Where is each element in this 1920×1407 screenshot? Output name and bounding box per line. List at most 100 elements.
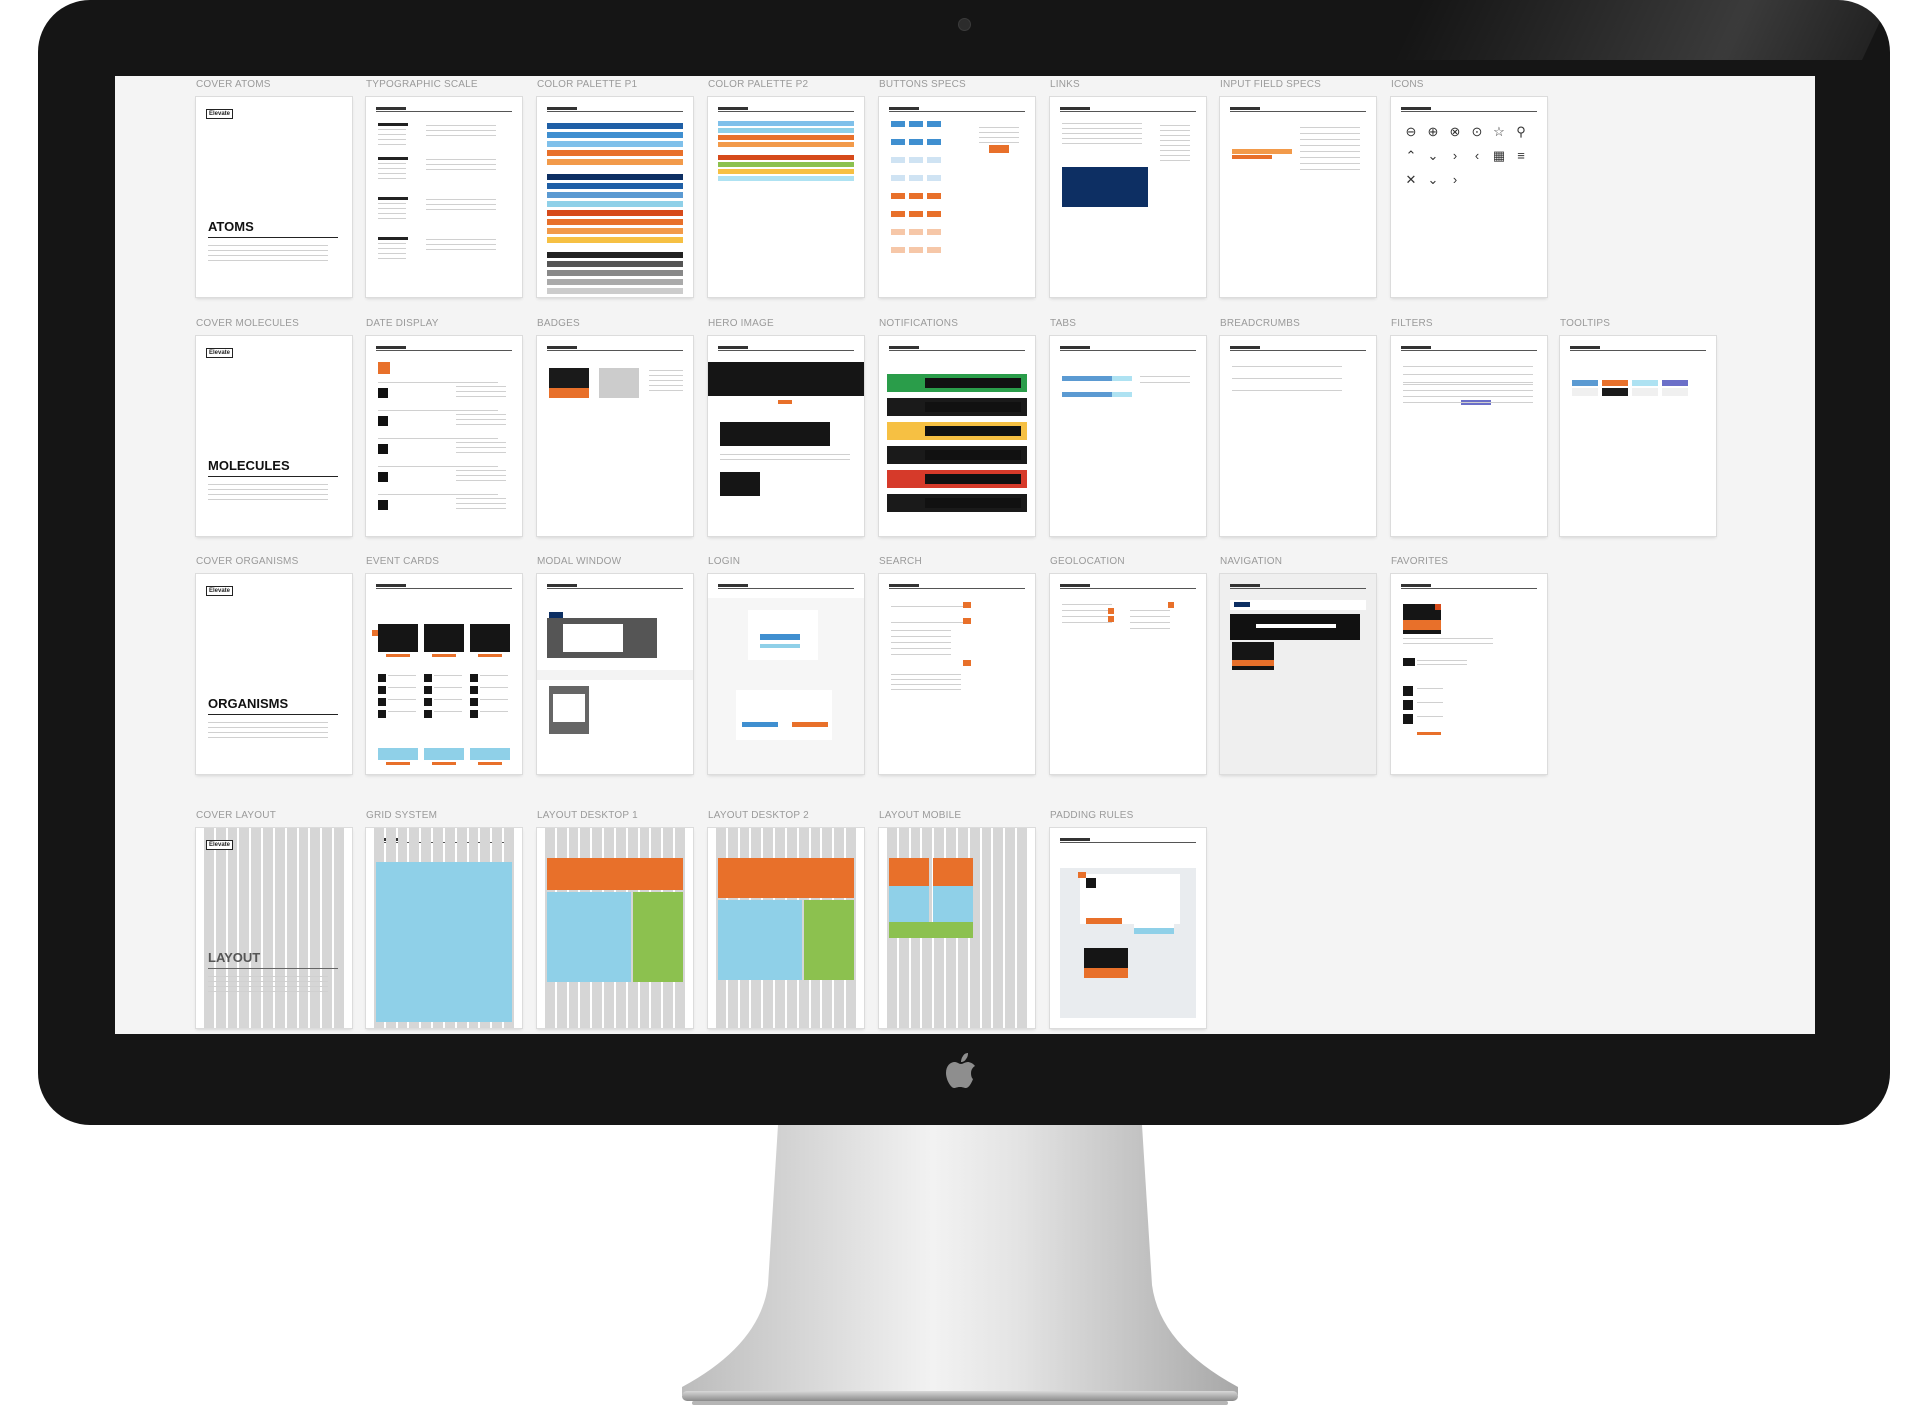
design-page-thumbnail[interactable]: COVER MOLECULES Elevate MOLECULES bbox=[196, 318, 352, 538]
text-line bbox=[378, 163, 406, 164]
page-title: TOOLTIPS bbox=[1560, 318, 1611, 329]
grid-column bbox=[981, 828, 992, 1028]
design-page-thumbnail[interactable]: BREADCRUMBS bbox=[1220, 318, 1376, 538]
design-page-thumbnail[interactable]: COVER LAYOUT Elevate LAYOUT bbox=[196, 810, 352, 1030]
page-preview bbox=[537, 574, 693, 774]
layout-header bbox=[547, 858, 683, 890]
page-preview bbox=[1220, 97, 1376, 297]
event-thumb bbox=[378, 674, 386, 682]
apple-logo-icon bbox=[946, 1053, 975, 1088]
divider-band bbox=[537, 670, 693, 680]
nav-mobile-badge bbox=[1232, 660, 1274, 666]
design-page-thumbnail[interactable]: PADDING RULES bbox=[1050, 810, 1206, 1030]
page-title: LOGIN bbox=[708, 556, 741, 567]
grid-columns bbox=[204, 828, 344, 1028]
design-page-thumbnail[interactable]: EVENT CARDS bbox=[366, 556, 522, 776]
design-page-thumbnail[interactable]: DATE DISPLAY bbox=[366, 318, 522, 538]
design-page-thumbnail[interactable]: COVER ATOMS Elevate ATOMS bbox=[196, 79, 352, 299]
layout-header bbox=[933, 858, 973, 886]
text-line bbox=[891, 689, 961, 690]
color-swatch bbox=[547, 261, 683, 267]
design-page-thumbnail[interactable]: MODAL WINDOW bbox=[537, 556, 693, 776]
design-page-thumbnail[interactable]: FILTERS bbox=[1391, 318, 1547, 538]
padding-modal-btn bbox=[1134, 928, 1174, 934]
design-page-thumbnail[interactable]: TYPOGRAPHIC SCALE bbox=[366, 79, 522, 299]
design-page-thumbnail[interactable]: COLOR PALETTE P1 bbox=[537, 79, 693, 299]
page-preview bbox=[708, 574, 864, 774]
text-line bbox=[434, 711, 462, 712]
text-line bbox=[208, 981, 328, 982]
design-page-thumbnail[interactable]: HERO IMAGE bbox=[708, 318, 864, 538]
page-title: TYPOGRAPHIC SCALE bbox=[366, 79, 478, 90]
color-swatch bbox=[547, 123, 683, 129]
modal-logo bbox=[549, 612, 563, 618]
page-header-title bbox=[1570, 346, 1600, 349]
page-header-rule bbox=[1060, 350, 1196, 351]
event-thumb bbox=[378, 698, 386, 706]
grid-column bbox=[215, 828, 226, 1028]
design-page-thumbnail[interactable]: LOGIN bbox=[708, 556, 864, 776]
page-preview bbox=[1050, 828, 1206, 1028]
text-line bbox=[208, 722, 328, 723]
page-preview bbox=[1050, 336, 1206, 536]
design-page-thumbnail[interactable]: LAYOUT DESKTOP 1 bbox=[537, 810, 693, 1030]
design-page-thumbnail[interactable]: TOOLTIPS bbox=[1560, 318, 1716, 538]
text-line bbox=[649, 375, 683, 376]
plus-circle-icon: ⊕ bbox=[1427, 124, 1439, 139]
design-page-thumbnail[interactable]: BUTTONS SPECS bbox=[879, 79, 1035, 299]
page-preview bbox=[1391, 336, 1547, 536]
padding-thumb bbox=[1086, 878, 1096, 888]
event-thumb bbox=[378, 686, 386, 694]
design-page-thumbnail[interactable]: NOTIFICATIONS bbox=[879, 318, 1035, 538]
text-line bbox=[1130, 610, 1170, 611]
text-line bbox=[1417, 664, 1467, 665]
design-page-thumbnail[interactable]: GRID SYSTEM bbox=[366, 810, 522, 1030]
padding-badge bbox=[1084, 968, 1128, 978]
grid-column bbox=[286, 828, 297, 1028]
layout-sidebar bbox=[633, 892, 683, 982]
text-line bbox=[649, 385, 683, 386]
design-page-thumbnail[interactable]: LAYOUT DESKTOP 2 bbox=[708, 810, 864, 1030]
text-line bbox=[1300, 145, 1360, 146]
layout-main bbox=[547, 892, 631, 982]
text-line bbox=[378, 139, 406, 140]
event-thumb bbox=[470, 710, 478, 718]
design-page-thumbnail[interactable]: INPUT FIELD SPECS bbox=[1220, 79, 1376, 299]
text-line bbox=[649, 380, 683, 381]
design-page-thumbnail[interactable]: COVER ORGANISMS Elevate ORGANISMS bbox=[196, 556, 352, 776]
text-line bbox=[378, 134, 406, 135]
design-page-thumbnail[interactable]: SEARCH bbox=[879, 556, 1035, 776]
text-line bbox=[434, 675, 462, 676]
geo-button bbox=[1108, 608, 1114, 614]
page-title: FILTERS bbox=[1391, 318, 1433, 329]
text-line bbox=[426, 159, 496, 160]
page-title: SEARCH bbox=[879, 556, 922, 567]
hero-banner bbox=[720, 422, 830, 446]
button-spec bbox=[891, 229, 905, 235]
login-button bbox=[760, 634, 800, 640]
button-spec bbox=[909, 139, 923, 145]
design-page-thumbnail[interactable]: BADGES bbox=[537, 318, 693, 538]
text-line bbox=[1062, 138, 1142, 139]
text-line bbox=[208, 494, 328, 495]
page-title: LAYOUT MOBILE bbox=[879, 810, 962, 821]
chevron-right-icon: › bbox=[1452, 148, 1458, 163]
design-page-thumbnail[interactable]: ICONS ⊖ ⊕ ⊗ ⊙ ☆ ⚲ ⌃ ⌄ › ‹ ▦ ≡ ✕ ⌄ › bbox=[1391, 79, 1547, 299]
button-spec bbox=[909, 247, 923, 253]
design-page-thumbnail[interactable]: FAVORITES bbox=[1391, 556, 1547, 776]
notification-banner bbox=[925, 498, 1021, 508]
annotation bbox=[372, 630, 378, 636]
design-page-thumbnail[interactable]: NAVIGATION bbox=[1220, 556, 1376, 776]
favorite-thumb bbox=[1403, 714, 1413, 724]
design-page-thumbnail[interactable]: COLOR PALETTE P2 bbox=[708, 79, 864, 299]
design-page-thumbnail[interactable]: LAYOUT MOBILE bbox=[879, 810, 1035, 1030]
type-sample bbox=[378, 197, 408, 200]
text-line bbox=[378, 178, 406, 179]
text-line bbox=[1300, 163, 1360, 164]
color-swatch bbox=[547, 201, 683, 207]
design-page-thumbnail[interactable]: GEOLOCATION bbox=[1050, 556, 1206, 776]
design-page-thumbnail[interactable]: LINKS bbox=[1050, 79, 1206, 299]
text-line bbox=[1417, 660, 1467, 661]
design-page-thumbnail[interactable]: TABS bbox=[1050, 318, 1206, 538]
hero-cta bbox=[778, 400, 792, 404]
